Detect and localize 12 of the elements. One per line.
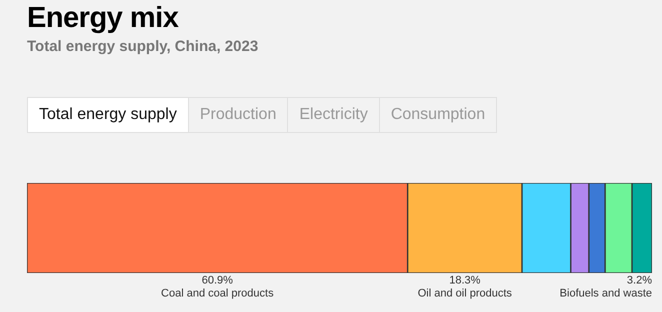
series-label: Biofuels and waste <box>560 288 652 300</box>
series-label: Oil and oil products <box>418 288 512 300</box>
data-label: 3.2% <box>626 274 652 287</box>
chart-title: Energy mix <box>27 2 178 35</box>
data-label: 60.9% <box>202 274 234 287</box>
chart-subtitle: Total energy supply, China, 2023 <box>27 38 258 55</box>
series-label: Coal and coal products <box>161 288 274 300</box>
text: Production <box>188 98 288 132</box>
text: Electricity <box>287 98 379 132</box>
text: Total energy supply <box>28 98 188 132</box>
data-label: 18.3% <box>449 274 481 287</box>
text: Consumption <box>378 98 496 132</box>
